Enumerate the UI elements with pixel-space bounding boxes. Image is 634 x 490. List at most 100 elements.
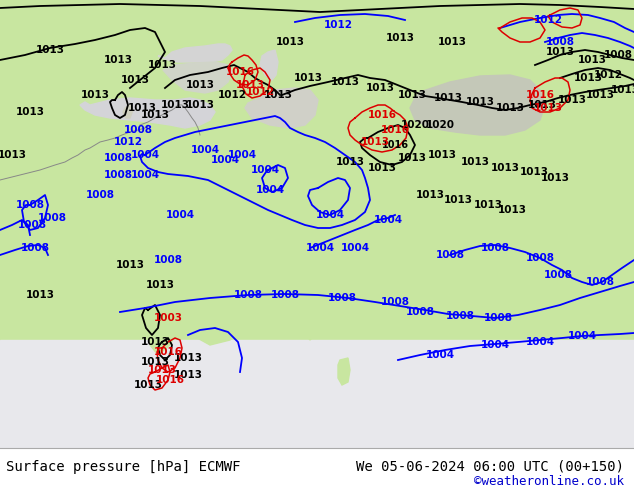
Text: 1013: 1013 [557,95,586,105]
Text: Surface pressure [hPa] ECMWF: Surface pressure [hPa] ECMWF [6,460,241,474]
Text: 1008: 1008 [481,243,510,253]
Text: 1013: 1013 [148,365,176,375]
Text: 1013: 1013 [496,103,524,113]
Polygon shape [288,205,360,340]
Text: 1008: 1008 [18,220,46,230]
Text: 1008: 1008 [15,200,44,210]
Text: 1008: 1008 [233,290,262,300]
Text: 1013: 1013 [148,60,176,70]
Text: 1004: 1004 [567,331,597,341]
Text: 1013: 1013 [115,260,145,270]
Text: 1013: 1013 [398,153,427,163]
Text: 1004: 1004 [256,185,285,195]
Polygon shape [80,98,215,128]
Text: 1013: 1013 [186,100,214,110]
Text: 1013: 1013 [81,90,110,100]
Polygon shape [410,75,545,135]
Polygon shape [180,238,260,345]
Text: 1013: 1013 [578,55,607,65]
Text: 1013: 1013 [527,100,557,110]
Text: 1013: 1013 [145,280,174,290]
Text: 1004: 1004 [373,215,403,225]
Polygon shape [510,178,634,280]
Polygon shape [163,62,232,93]
Text: 1013: 1013 [25,290,55,300]
Polygon shape [0,0,634,448]
Text: 1008: 1008 [526,253,555,263]
Text: 1013: 1013 [574,73,602,83]
Text: 1013: 1013 [361,137,389,147]
Text: 1008: 1008 [20,243,49,253]
Text: 1013: 1013 [330,77,359,87]
Text: 1020: 1020 [425,120,455,130]
Text: 1013: 1013 [235,80,264,90]
Text: 1013: 1013 [474,200,503,210]
Text: 1013: 1013 [437,37,467,47]
Text: 1013: 1013 [460,157,489,167]
Text: 1013: 1013 [434,93,462,103]
Text: 1013: 1013 [545,47,574,57]
Text: 1013: 1013 [174,353,202,363]
Text: 1008: 1008 [124,125,153,135]
Text: 1013: 1013 [160,100,190,110]
Text: 1012: 1012 [323,20,353,30]
Text: 1008: 1008 [328,293,356,303]
Polygon shape [158,44,232,62]
Text: 1008: 1008 [586,277,614,287]
Text: 1008: 1008 [545,37,574,47]
Text: 1016: 1016 [153,347,183,357]
Text: 1013: 1013 [141,110,169,120]
Text: 1004: 1004 [165,210,195,220]
Text: 1003: 1003 [153,313,183,323]
Text: 1013: 1013 [368,163,396,173]
Text: 1013: 1013 [465,97,495,107]
Text: 1013: 1013 [120,75,150,85]
Text: 1008: 1008 [103,170,133,180]
Polygon shape [260,50,278,80]
Text: 1016: 1016 [526,90,555,100]
Text: 1013: 1013 [491,163,519,173]
Text: 1013: 1013 [141,337,169,347]
Text: 1013: 1013 [335,157,365,167]
Text: 1013: 1013 [415,190,444,200]
Text: 1004: 1004 [526,337,555,347]
Polygon shape [245,88,318,128]
Text: 1008: 1008 [604,50,633,60]
Text: 1012: 1012 [533,15,562,25]
Text: 1004: 1004 [316,210,344,220]
Text: 1008: 1008 [406,307,434,317]
Text: 1016: 1016 [226,67,254,77]
Text: 1004: 1004 [190,145,219,155]
Text: 1004: 1004 [306,243,335,253]
Text: 1004: 1004 [340,243,370,253]
Text: 1008: 1008 [484,313,512,323]
Text: 1013: 1013 [134,380,162,390]
Polygon shape [148,268,188,355]
Text: 1004: 1004 [131,170,160,180]
Text: 1013: 1013 [427,150,456,160]
Text: 1020: 1020 [401,120,429,130]
Text: 1016: 1016 [368,110,396,120]
Text: 1012: 1012 [593,70,623,80]
Text: ©weatheronline.co.uk: ©weatheronline.co.uk [474,475,624,488]
Text: 1013: 1013 [103,55,133,65]
Text: 1016: 1016 [382,140,408,150]
Text: 1013: 1013 [186,80,214,90]
Text: 1013: 1013 [365,83,394,93]
Text: 1012: 1012 [113,137,143,147]
Text: 1013: 1013 [36,45,65,55]
Text: 1013: 1013 [533,103,562,113]
Text: 1008: 1008 [380,297,410,307]
Text: 1012: 1012 [217,90,247,100]
Text: 1008: 1008 [103,153,133,163]
Text: 1008: 1008 [153,255,183,265]
Polygon shape [338,358,350,385]
Text: 1012: 1012 [245,87,275,97]
Text: 1004: 1004 [210,155,240,165]
Text: 1004: 1004 [425,350,455,360]
Text: 1013: 1013 [127,103,157,113]
Text: 1016: 1016 [380,125,410,135]
Text: 1013: 1013 [141,357,169,367]
Text: 1013: 1013 [541,173,569,183]
Polygon shape [123,105,133,118]
